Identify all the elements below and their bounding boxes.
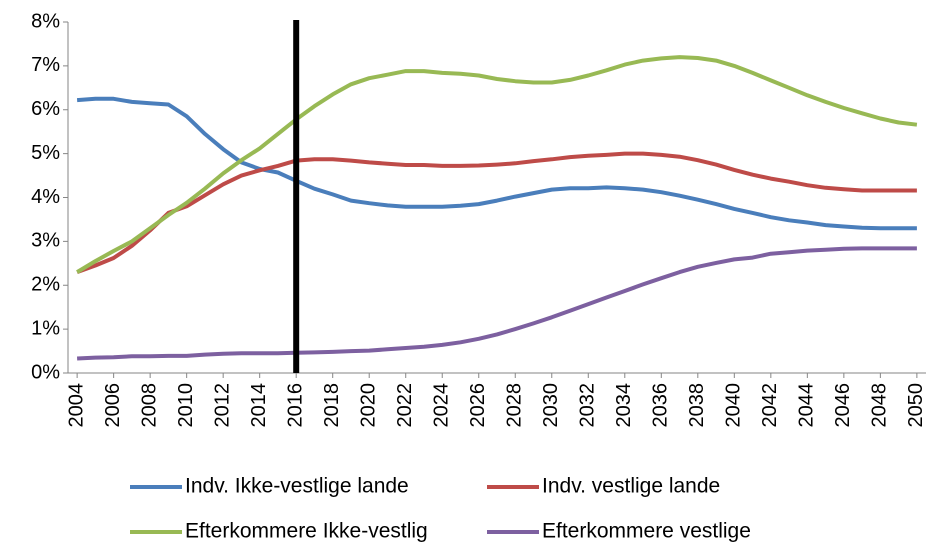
y-tick-label: 8% (31, 10, 60, 32)
y-tick-label: 4% (31, 186, 60, 208)
y-tick-label: 3% (31, 230, 60, 252)
x-tick-label: 2036 (650, 383, 672, 428)
x-tick-label: 2024 (431, 383, 453, 428)
x-tick-label: 2046 (832, 383, 854, 428)
series-line (76, 151, 917, 274)
x-tick-label: 2010 (175, 383, 197, 428)
y-tick-label: 1% (31, 317, 60, 339)
legend-label: Indv. vestlige lande (542, 475, 720, 498)
x-tick-label: 2022 (394, 383, 416, 428)
series-line (76, 55, 918, 274)
y-tick-label: 0% (31, 361, 60, 383)
x-tick-label: 2038 (686, 383, 708, 428)
x-tick-label: 2040 (723, 383, 745, 428)
x-tick-label: 2048 (869, 383, 891, 428)
series-line (76, 96, 917, 231)
x-tick-label: 2016 (284, 383, 306, 428)
x-tick-label: 2004 (65, 383, 87, 428)
x-tick-label: 2020 (357, 383, 379, 428)
y-tick-label: 6% (31, 98, 60, 120)
x-tick-label: 2012 (211, 383, 233, 428)
legend-label: Indv. Ikke-vestlige lande (185, 475, 409, 498)
x-tick-label: 2050 (905, 383, 927, 428)
x-tick-label: 2006 (102, 383, 124, 428)
y-tick-label: 5% (31, 142, 60, 164)
x-tick-label: 2044 (796, 383, 818, 428)
x-tick-label: 2018 (321, 383, 343, 428)
x-tick-label: 2034 (613, 383, 635, 428)
x-tick-label: 2042 (759, 383, 781, 428)
series-line (77, 246, 917, 361)
x-tick-label: 2028 (504, 383, 526, 428)
legend-label: Efterkommere Ikke-vestlig (185, 520, 428, 543)
x-tick-label: 2008 (138, 383, 160, 428)
legend-label: Efterkommere vestlige (542, 520, 751, 543)
x-tick-label: 2014 (248, 383, 270, 428)
x-tick-label: 2032 (577, 383, 599, 428)
x-tick-label: 2026 (467, 383, 489, 428)
y-tick-label: 7% (31, 54, 60, 76)
y-tick-label: 2% (31, 274, 60, 296)
x-tick-label: 2030 (540, 383, 562, 428)
